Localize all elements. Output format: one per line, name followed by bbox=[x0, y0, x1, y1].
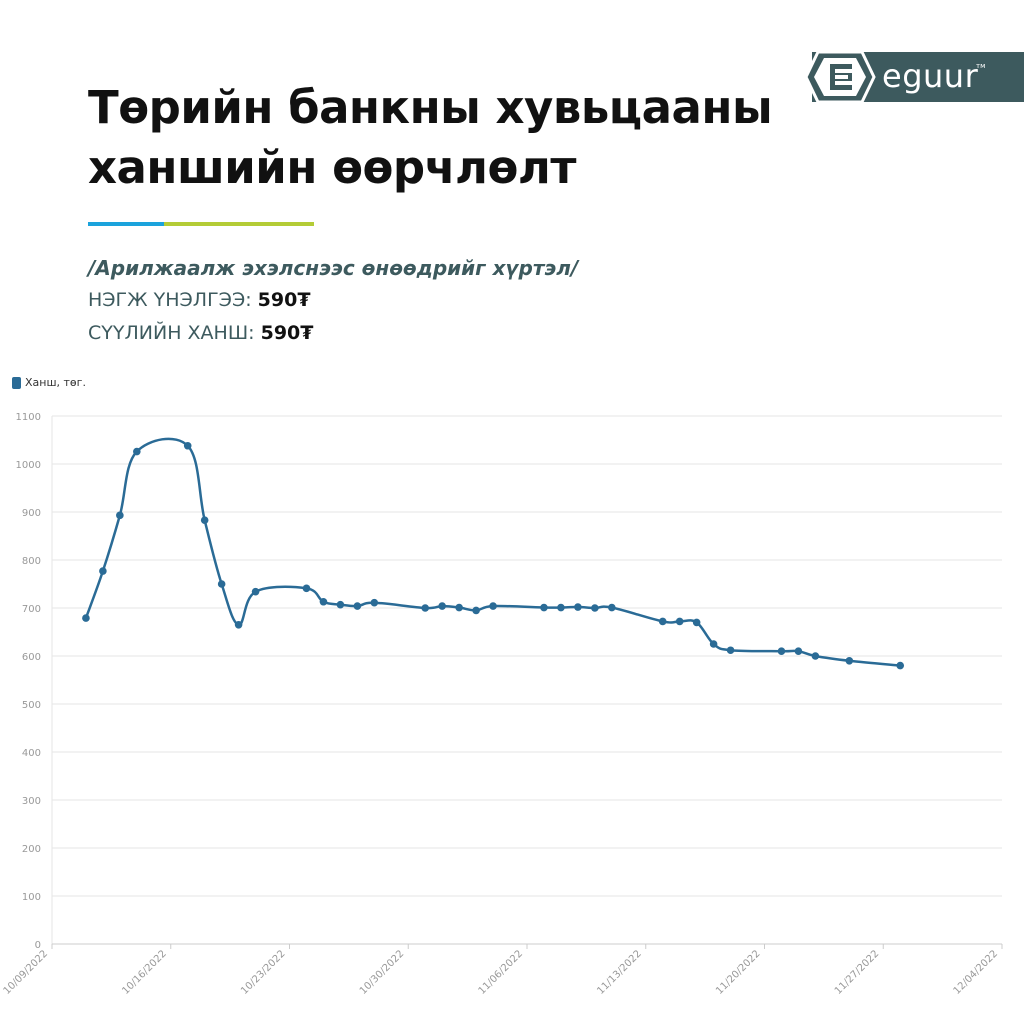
data-point bbox=[777, 647, 786, 655]
data-point bbox=[302, 584, 311, 593]
data-point bbox=[591, 604, 599, 612]
y-tick-label: 200 bbox=[22, 844, 41, 855]
y-tick-label: 0 bbox=[35, 940, 41, 951]
data-point bbox=[438, 602, 446, 610]
data-point bbox=[217, 580, 226, 588]
page-title: Төрийн банкны хувьцааны ханшийн өөрчлөлт bbox=[88, 81, 773, 194]
x-tick-label: 11/20/2022 bbox=[714, 948, 763, 997]
x-tick-label: 10/16/2022 bbox=[120, 948, 169, 997]
x-tick-label: 10/09/2022 bbox=[2, 948, 51, 997]
unit-price-line: НЭГЖ ҮНЭЛГЭЭ: 590₮ bbox=[88, 289, 311, 311]
y-tick-label: 700 bbox=[22, 604, 41, 615]
data-point bbox=[675, 617, 684, 626]
data-point bbox=[489, 602, 497, 610]
data-point bbox=[472, 606, 480, 615]
x-tick-label: 11/27/2022 bbox=[833, 948, 882, 997]
unit-price-value: 590₮ bbox=[257, 289, 311, 311]
y-tick-label: 100 bbox=[22, 892, 41, 903]
data-point bbox=[455, 603, 463, 612]
subtitle: /Арилжаалж эхэлснээс өнөөдрийг хүртэл/ bbox=[88, 256, 579, 280]
data-point bbox=[183, 441, 192, 450]
price-line-chart: 0 100 200 300 400 500 600 700 800 900 1000 1100 10/… bbox=[2, 412, 1003, 997]
data-point bbox=[794, 647, 803, 655]
data-point bbox=[200, 516, 209, 524]
y-tick-label: 1100 bbox=[16, 412, 41, 423]
y-tick-label: 800 bbox=[22, 556, 41, 567]
data-point bbox=[608, 603, 616, 612]
x-tick-label: 12/04/2022 bbox=[952, 948, 1001, 997]
data-point bbox=[811, 652, 820, 660]
y-tick-label: 1000 bbox=[16, 460, 41, 471]
data-point bbox=[251, 587, 260, 596]
data-point bbox=[99, 567, 107, 575]
y-tick-label: 300 bbox=[22, 796, 41, 807]
x-tick-label: 10/30/2022 bbox=[358, 948, 407, 997]
logo-text: eguur bbox=[882, 57, 979, 95]
eguur-hex-icon bbox=[804, 50, 876, 104]
data-point bbox=[234, 621, 243, 629]
x-tick-label: 11/06/2022 bbox=[477, 948, 526, 997]
data-point bbox=[896, 661, 905, 670]
chart-series bbox=[82, 437, 905, 670]
data-point bbox=[574, 603, 582, 611]
data-point bbox=[370, 598, 379, 607]
chart-legend[interactable]: Ханш, төг. bbox=[12, 376, 86, 389]
last-price-value: 590₮ bbox=[260, 322, 314, 344]
last-price-line: СҮҮЛИЙН ХАНШ: 590₮ bbox=[88, 322, 313, 344]
data-point bbox=[709, 640, 718, 648]
x-axis: 10/09/2022 10/16/2022 10/23/2022 10/30/2022… bbox=[2, 943, 1003, 997]
last-price-label: СҮҮЛИЙН ХАНШ: bbox=[88, 322, 255, 344]
data-point bbox=[421, 604, 430, 612]
y-tick-label: 900 bbox=[22, 508, 41, 519]
data-point bbox=[133, 447, 141, 456]
x-tick-label: 11/13/2022 bbox=[595, 948, 644, 997]
data-point bbox=[557, 603, 565, 612]
y-tick-label: 600 bbox=[22, 652, 41, 663]
data-point bbox=[319, 597, 328, 606]
data-point bbox=[336, 600, 345, 609]
unit-price-label: НЭГЖ ҮНЭЛГЭЭ: bbox=[88, 289, 252, 311]
x-tick-label: 10/23/2022 bbox=[239, 948, 288, 997]
y-tick-label: 500 bbox=[22, 700, 41, 711]
data-point bbox=[353, 602, 362, 610]
data-point bbox=[692, 618, 701, 627]
accent-bar bbox=[88, 222, 314, 226]
chart-grid bbox=[52, 415, 1002, 945]
y-tick-label: 400 bbox=[22, 748, 41, 759]
data-point bbox=[658, 617, 667, 626]
legend-label: Ханш, төг. bbox=[25, 376, 86, 389]
data-point bbox=[82, 614, 90, 622]
eguur-logo: eguur тм bbox=[804, 50, 1024, 104]
legend-swatch bbox=[12, 376, 21, 389]
data-point bbox=[540, 603, 548, 612]
data-point bbox=[845, 657, 854, 665]
data-point bbox=[116, 511, 124, 520]
data-point bbox=[726, 646, 735, 655]
series-line bbox=[84, 437, 901, 667]
y-axis: 0 100 200 300 400 500 600 700 800 900 1000 1100 bbox=[16, 412, 53, 951]
logo-tm: тм bbox=[976, 62, 986, 70]
